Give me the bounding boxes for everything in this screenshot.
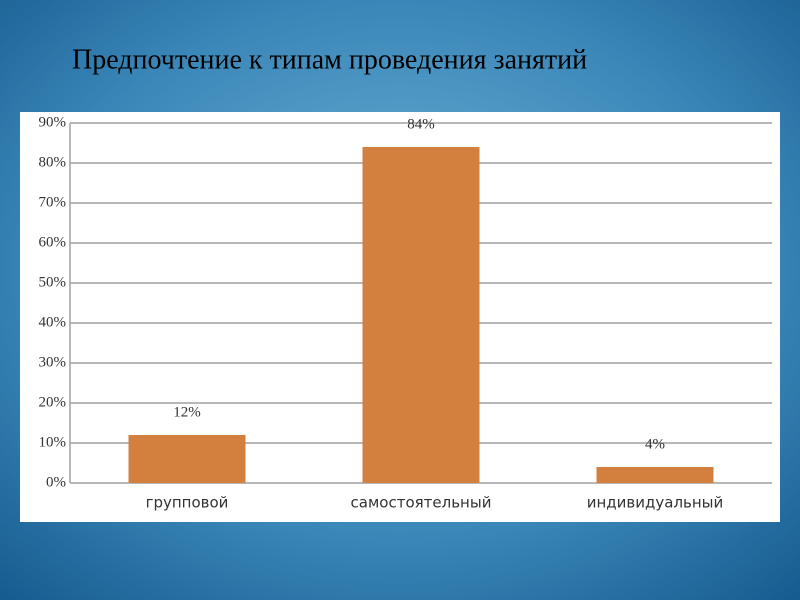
- x-tick-label: групповой: [146, 494, 229, 512]
- y-tick-label: 20%: [39, 394, 67, 410]
- bar: [362, 147, 480, 483]
- y-tick-label: 90%: [39, 114, 67, 130]
- y-tick-label: 40%: [39, 314, 67, 330]
- y-tick-label: 0%: [46, 474, 66, 490]
- y-tick-label: 80%: [39, 154, 67, 170]
- y-tick-label: 50%: [39, 274, 67, 290]
- data-label: 4%: [645, 436, 665, 452]
- y-tick-label: 30%: [39, 354, 67, 370]
- x-tick-label: самостоятельный: [351, 494, 492, 512]
- data-label: 12%: [173, 404, 201, 420]
- x-tick-label: индивидуальный: [587, 494, 724, 512]
- chart-title: Предпочтение к типам проведения занятий: [72, 44, 587, 75]
- y-tick-label: 10%: [39, 434, 67, 450]
- bar: [128, 435, 246, 483]
- data-label: 84%: [407, 116, 435, 132]
- y-tick-label: 70%: [39, 194, 67, 210]
- bar: [596, 467, 714, 483]
- y-tick-label: 60%: [39, 234, 67, 250]
